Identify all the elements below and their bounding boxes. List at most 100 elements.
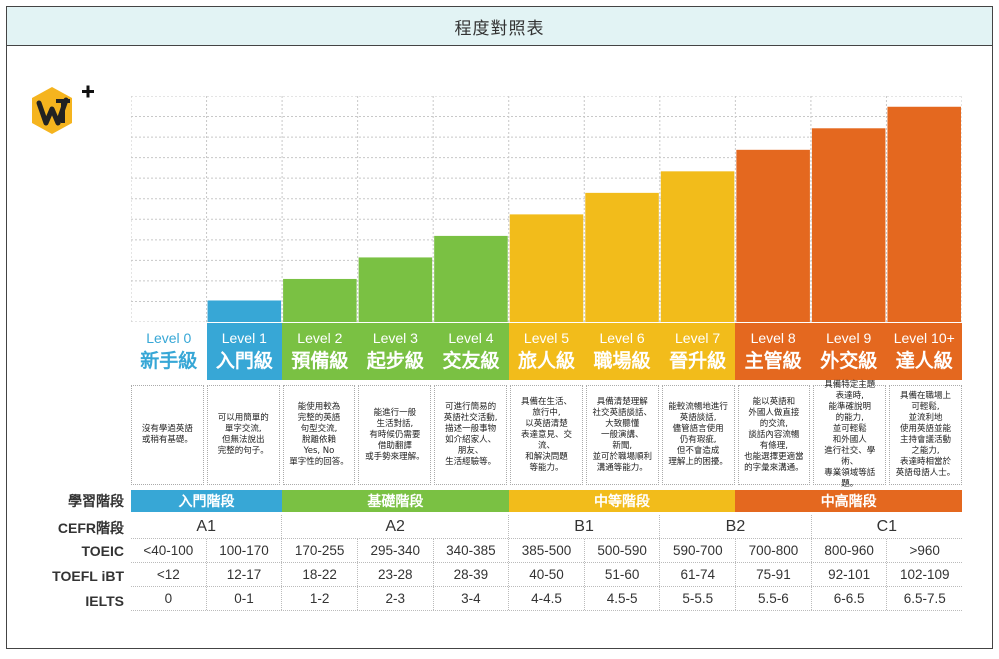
row-label-toefl: TOEFL iBT [52, 568, 124, 584]
toeic-cell: 295-340 [358, 539, 434, 562]
ielts-cell: 3-4 [434, 587, 510, 610]
bar-level-7 [660, 171, 735, 322]
toefl-cell: 75-91 [736, 563, 812, 586]
level-name: Level 7 [675, 330, 721, 346]
level-description: 可進行簡易的 英語社交活動, 描述一般事物 如介紹家人、 朋友、 生活經驗等。 [434, 385, 508, 485]
bar-level-1 [207, 300, 282, 322]
level-name: Level 8 [750, 330, 796, 346]
toefl-cell: <12 [131, 563, 207, 586]
ielts-cell: 5.5-6 [736, 587, 812, 610]
level-cell: Level 3 起步級 [357, 323, 434, 380]
level-description: 可以用簡單的 單字交流, 但無法說出 完整的句子。 [206, 385, 280, 485]
toefl-row: <12 12-17 18-22 23-28 28-39 40-50 51-60 61-74 75… [131, 563, 962, 587]
toeic-row: <40-100 100-170 170-255 295-340 340-385 385-5… [131, 539, 962, 563]
ielts-row: 0 0-1 1-2 2-3 3-4 4-4.5 4.5-5 5-5.5 5.5-6 6-6.5 6.… [131, 587, 962, 611]
level-cell: Level 0 新手級 [131, 323, 207, 380]
level-description: 能較流暢地進行 英語談話, 儘管語言使用 仍有瑕疵, 但不會造成 理解上的困擾。 [661, 385, 735, 485]
level-bar-chart [131, 96, 962, 322]
bar-level-5 [509, 214, 584, 322]
ielts-cell: 6.5-7.5 [903, 591, 946, 606]
bar-level-9 [811, 128, 886, 322]
level-cell: Level 7 晉升級 [659, 323, 736, 380]
toeic-cell: 590-700 [660, 539, 737, 562]
page-title: 程度對照表 [6, 6, 993, 46]
toefl-cell: 51-60 [585, 563, 661, 586]
vt-plus-logo [32, 85, 94, 134]
level-name: Level 3 [372, 330, 418, 346]
level-name: Level 1 [221, 330, 267, 346]
toeic-cell: 100-170 [207, 539, 283, 562]
toefl-cell: 92-101 [812, 563, 888, 586]
toefl-cell: 102-109 [899, 567, 950, 582]
toeic-cell: >960 [909, 543, 940, 558]
bar-level-10- [887, 106, 961, 322]
toefl-cell: 28-39 [434, 563, 510, 586]
bar-level-2 [283, 278, 357, 322]
level-chinese-name: 晉升級 [669, 350, 727, 372]
toeic-cell: 340-385 [434, 539, 510, 562]
stage-cell: 中等階段 [508, 490, 736, 512]
level-descriptions-row: 沒有學過英語 或稍有基礎。 可以用簡單的 單字交流, 但無法說出 完整的句子。 能使… [131, 380, 962, 489]
bar-level-8 [736, 149, 810, 322]
level-chinese-name: 新手級 [140, 350, 198, 372]
level-cell: Level 6 職場級 [584, 323, 660, 380]
level-chinese-name: 起步級 [366, 350, 424, 372]
toeic-cell: <40-100 [131, 539, 207, 562]
level-description: 具備特定主題 表達時, 能準確說明 的能力, 並可輕鬆 和外國人 進行社交、學術… [813, 380, 887, 489]
level-chinese-name: 主管級 [744, 350, 802, 372]
row-label-stage: 學習階段 [68, 493, 124, 509]
level-chinese-name: 達人級 [895, 350, 953, 372]
level-cell: Level 2 預備級 [282, 323, 358, 380]
level-description: 具備清楚理解 社交英語談話、 大致聽懂 一般演講、 新聞, 並可於職場順利 溝通… [585, 385, 659, 485]
level-name: Level 6 [599, 330, 645, 346]
ielts-cell: 2-3 [358, 587, 434, 610]
toeic-cell: 500-590 [585, 539, 661, 562]
toefl-cell: 23-28 [358, 563, 434, 586]
toefl-cell: 40-50 [509, 563, 585, 586]
cefr-cell: C1 [876, 517, 898, 535]
level-description: 沒有學過英語 或稍有基礎。 [131, 385, 204, 485]
toeic-cell: 385-500 [509, 539, 585, 562]
toefl-cell: 61-74 [660, 563, 737, 586]
level-name: Level 4 [448, 330, 494, 346]
level-name: Level 9 [826, 330, 872, 346]
level-description: 具備在生活、 旅行中, 以英語清楚 表達意見、交流、 和解決問題 等能力。 [510, 385, 583, 485]
toeic-cell: 700-800 [736, 539, 812, 562]
level-chinese-name: 入門級 [215, 350, 273, 372]
level-cell: Level 10+ 達人級 [886, 323, 963, 380]
cefr-cell: A2 [282, 515, 509, 538]
level-name: Level 0 [146, 330, 192, 346]
cefr-cell: A1 [131, 515, 283, 538]
level-name: Level 2 [297, 330, 343, 346]
stage-cell: 中高階段 [735, 490, 963, 512]
ielts-cell: 4-4.5 [509, 587, 585, 610]
cefr-row: A1 A2 B1 B2 C1 [131, 515, 962, 539]
level-description: 能以英語和 外國人做直接 的交流, 談話內容流暢 有條理, 也能選擇更適當 的字… [737, 385, 811, 485]
level-names-row: Level 0 新手級 Level 1 入門級 Level 2 預備級 Level 3 起步級… [131, 323, 963, 380]
toefl-cell: 18-22 [282, 563, 358, 586]
ielts-cell: 4.5-5 [585, 587, 661, 610]
ielts-cell: 1-2 [282, 587, 358, 610]
level-chinese-name: 預備級 [291, 350, 349, 372]
toefl-cell: 12-17 [207, 563, 283, 586]
level-name: Level 5 [523, 330, 570, 346]
stage-cell: 基礎階段 [282, 490, 509, 512]
cefr-cell: B1 [509, 515, 661, 538]
ielts-cell: 0 [131, 587, 207, 610]
level-chinese-name: 職場級 [593, 350, 651, 372]
toeic-cell: 800-960 [812, 539, 888, 562]
bar-level-4 [434, 235, 508, 322]
score-table: A1 A2 B1 B2 C1 <40-100 100-170 170-255 295-340 3… [131, 515, 962, 611]
stage-row: 入門階段 基礎階段 中等階段 中高階段 [131, 490, 963, 512]
stage-cell: 入門階段 [131, 490, 283, 512]
level-cell: Level 4 交友級 [433, 323, 509, 380]
row-label-cefr: CEFR階段 [57, 520, 124, 536]
level-chinese-name: 外交級 [820, 350, 878, 372]
row-label-ielts: IELTS [85, 593, 124, 609]
level-chinese-name: 旅人級 [518, 350, 576, 372]
level-cell: Level 8 主管級 [735, 323, 811, 380]
level-name: Level 10+ [893, 330, 955, 346]
cefr-cell: B2 [660, 515, 812, 538]
ielts-cell: 5-5.5 [660, 587, 737, 610]
level-cell: Level 9 外交級 [810, 323, 887, 380]
